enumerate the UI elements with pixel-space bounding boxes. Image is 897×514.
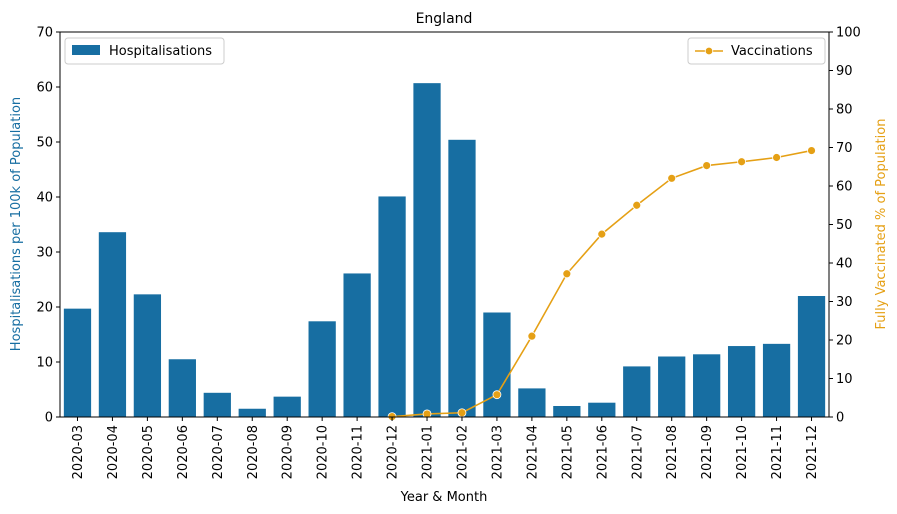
left-tick-label: 20	[36, 301, 53, 316]
x-tick-label: 2021-04	[525, 425, 540, 479]
x-tick-label: 2020-09	[281, 425, 296, 479]
x-tick-label: 2021-06	[595, 425, 610, 479]
right-tick-label: 100	[836, 26, 861, 41]
left-tick-label: 70	[36, 26, 53, 41]
legend-label-hospitalisations: Hospitalisations	[109, 44, 212, 59]
x-tick-label: 2021-09	[700, 425, 715, 479]
x-tick-label: 2020-05	[141, 425, 156, 479]
x-tick-label: 2020-07	[211, 425, 226, 479]
bar-2020-04	[98, 232, 127, 417]
left-axis-ticks: 0 10 20 30 40 50 60 70	[36, 26, 60, 426]
bar-2020-07	[203, 392, 231, 417]
right-axis-label: Fully Vaccinated % of Population	[874, 119, 889, 330]
bar-2020-12	[378, 196, 406, 417]
left-tick-label: 10	[36, 356, 53, 371]
x-tick-label: 2021-10	[735, 425, 750, 479]
x-tick-label: 2020-06	[176, 425, 191, 479]
x-tick-label: 2020-08	[246, 425, 261, 479]
legend-label-vaccinations: Vaccinations	[731, 44, 813, 59]
bar-2021-11	[762, 343, 791, 417]
bar-2021-10	[727, 346, 756, 417]
bar-2021-02	[448, 139, 476, 418]
x-axis-label: Year & Month	[400, 490, 488, 505]
vaccination-point-2021-10	[737, 157, 747, 167]
vaccination-point-2021-06	[597, 229, 607, 239]
right-tick-label: 30	[836, 295, 853, 310]
x-tick-label: 2021-11	[770, 425, 785, 479]
x-tick-label: 2020-10	[316, 425, 331, 479]
left-tick-label: 30	[36, 246, 53, 261]
bar-2021-08	[658, 356, 686, 417]
bar-2021-06	[588, 402, 616, 417]
right-tick-label: 70	[836, 141, 853, 156]
bar-2020-09	[273, 396, 301, 417]
vaccination-point-2021-04	[527, 331, 537, 341]
x-tick-label: 2021-07	[630, 425, 645, 479]
vaccination-point-2021-02	[457, 408, 467, 418]
legend-swatch-hospitalisations	[72, 45, 100, 55]
left-tick-label: 40	[36, 191, 53, 206]
vaccination-point-2021-12	[807, 146, 816, 155]
bar-2020-08	[238, 408, 266, 417]
chart-title: England	[416, 11, 473, 27]
left-tick-label: 0	[45, 411, 53, 426]
vaccination-line-layer	[387, 146, 816, 422]
right-tick-label: 0	[836, 411, 844, 426]
bar-2020-05	[133, 294, 162, 417]
left-tick-label: 60	[36, 81, 53, 96]
bar-2020-11	[343, 273, 371, 417]
right-axis-ticks: 0 10 20 30 40 50 60 70 80 90 100	[829, 26, 861, 426]
vaccination-point-2021-05	[562, 269, 572, 279]
left-axis-label: Hospitalisations per 100k of Population	[9, 97, 24, 351]
legend-vaccinations: Vaccinations	[687, 37, 826, 65]
bar-2020-03	[63, 308, 92, 417]
x-tick-label: 2021-02	[455, 425, 470, 479]
x-tick-label: 2021-08	[665, 425, 680, 479]
bar-2021-07	[623, 366, 651, 417]
vaccination-point-2021-11	[772, 153, 781, 162]
bar-2021-01	[413, 83, 441, 418]
bar-2021-09	[693, 354, 721, 417]
x-tick-label: 2020-11	[351, 425, 366, 479]
legend-swatch-marker-vaccinations	[704, 46, 714, 56]
right-tick-label: 10	[836, 372, 853, 387]
right-tick-label: 60	[836, 180, 853, 195]
bar-2021-04	[518, 388, 546, 417]
right-tick-label: 50	[836, 218, 853, 233]
vaccination-point-2021-09	[702, 161, 712, 170]
x-axis-ticks: 2020-03 2020-04 2020-05 2020-06 2020-07 2020-…	[71, 417, 820, 479]
x-tick-label: 2020-03	[71, 425, 86, 479]
left-tick-label: 50	[36, 136, 53, 151]
vaccination-point-2021-08	[667, 173, 677, 183]
x-tick-label: 2021-01	[421, 425, 436, 479]
legend-box-vaccinations	[687, 37, 826, 65]
bars-layer	[63, 83, 826, 418]
bar-2021-05	[553, 406, 581, 417]
vaccination-point-2021-03	[492, 390, 502, 400]
right-tick-label: 20	[836, 334, 853, 349]
right-tick-label: 40	[836, 257, 853, 272]
x-tick-label: 2020-04	[106, 425, 121, 479]
bar-2021-03	[483, 312, 511, 417]
legend-box-hospitalisations	[64, 37, 225, 65]
right-tick-label: 80	[836, 103, 853, 118]
bar-2020-10	[308, 321, 336, 417]
right-tick-label: 90	[836, 64, 853, 79]
bar-2020-06	[168, 359, 196, 417]
bar-2021-12	[797, 296, 826, 417]
vaccination-point-2021-07	[632, 200, 642, 210]
x-tick-label: 2020-12	[386, 425, 401, 479]
legend-hospitalisations: Hospitalisations	[64, 37, 225, 65]
x-tick-label: 2021-03	[490, 425, 505, 479]
x-tick-label: 2021-05	[560, 425, 575, 479]
x-tick-label: 2021-12	[805, 425, 820, 479]
